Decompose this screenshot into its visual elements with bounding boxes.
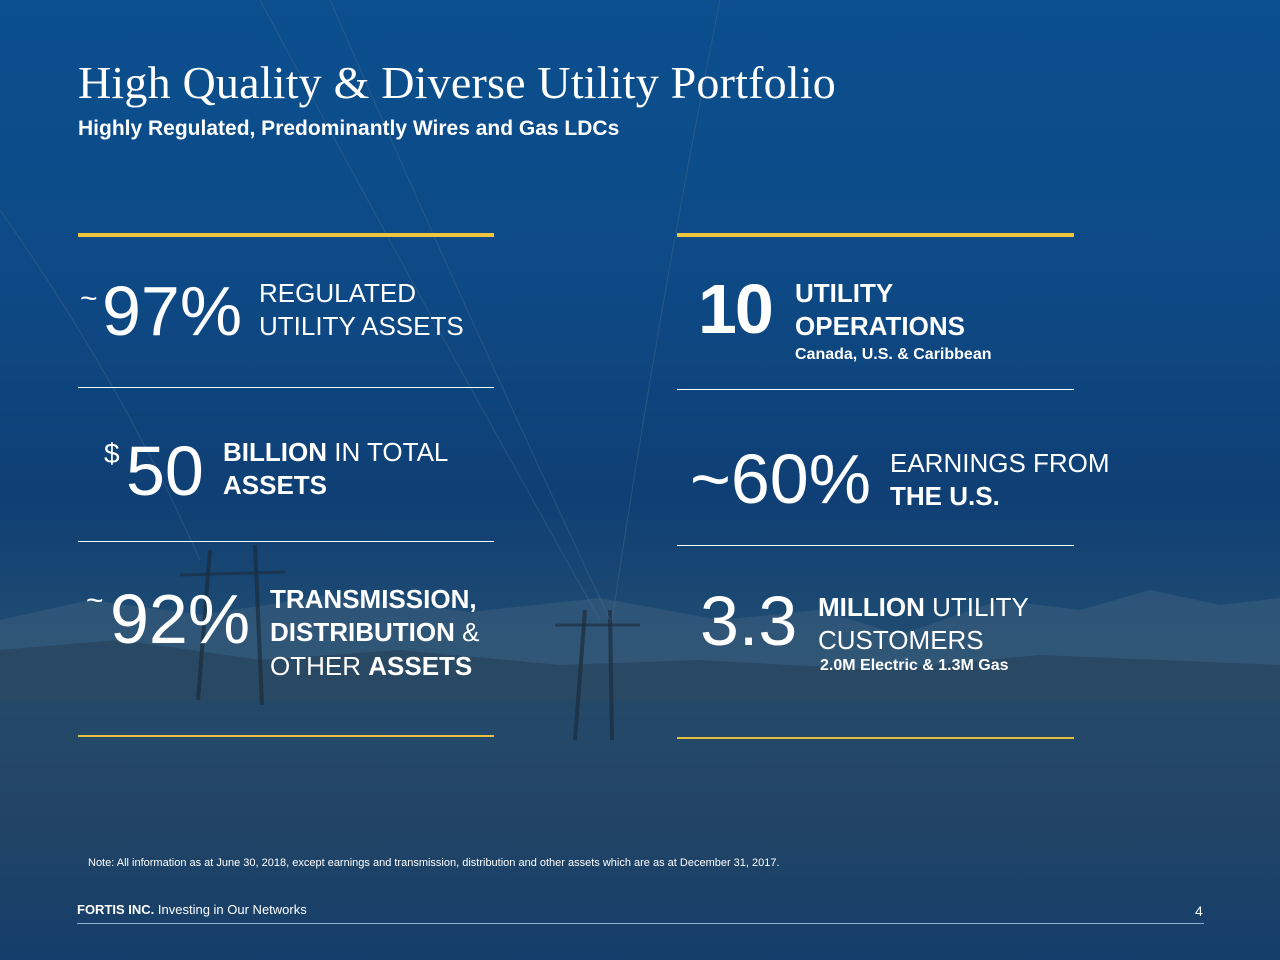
- stat-value: 3.3: [700, 582, 798, 660]
- stat-value: ~60%: [690, 440, 871, 518]
- stat-label-line1: BILLION IN TOTAL: [223, 437, 449, 467]
- footer-rule: [77, 923, 1204, 924]
- stat-label-line1: REGULATED: [259, 278, 416, 308]
- divider-line: [677, 545, 1074, 546]
- page-title: High Quality & Diverse Utility Portfolio: [78, 57, 836, 108]
- stat-value: 92%: [110, 580, 251, 658]
- stat-value: 50: [126, 432, 204, 510]
- divider-line: [78, 541, 494, 542]
- company-tagline: Investing in Our Networks: [154, 902, 307, 917]
- stat-label-line1: MILLION UTILITY: [818, 592, 1029, 622]
- page-subtitle: Highly Regulated, Predominantly Wires an…: [78, 117, 620, 140]
- divider-line: [78, 387, 494, 388]
- stat-label-line3: OTHER ASSETS: [270, 651, 473, 681]
- footnote: Note: All information as at June 30, 201…: [88, 857, 780, 869]
- footer-brand: FORTIS INC. Investing in Our Networks: [77, 902, 307, 917]
- divider-line: [677, 389, 1074, 390]
- company-name: FORTIS INC.: [77, 902, 155, 917]
- stat-value: 10: [698, 270, 774, 348]
- stat-prefix: ~: [80, 282, 98, 315]
- gold-divider: [78, 735, 494, 737]
- stat-label-line2: UTILITY ASSETS: [259, 311, 464, 341]
- stat-label-line2: OPERATIONS: [795, 311, 965, 341]
- stat-prefix: ~: [86, 584, 104, 617]
- stat-label-line1: TRANSMISSION,: [270, 584, 477, 614]
- stat-label-line1: EARNINGS FROM: [890, 448, 1110, 478]
- stat-detail: Canada, U.S. & Caribbean: [795, 346, 992, 363]
- gold-divider: [677, 233, 1074, 237]
- stat-label-line2: DISTRIBUTION &: [270, 617, 480, 647]
- stat-label-line2: CUSTOMERS: [818, 625, 984, 655]
- page-number: 4: [1195, 903, 1203, 919]
- stat-label-line1: UTILITY: [795, 278, 894, 308]
- stat-detail: 2.0M Electric & 1.3M Gas: [820, 657, 1009, 674]
- stat-label-line2: ASSETS: [223, 470, 328, 500]
- gold-divider: [677, 737, 1074, 739]
- stat-label-line2: THE U.S.: [890, 481, 1000, 511]
- stat-prefix: $: [104, 438, 120, 469]
- gold-divider: [78, 233, 494, 237]
- stat-value: 97%: [102, 272, 243, 350]
